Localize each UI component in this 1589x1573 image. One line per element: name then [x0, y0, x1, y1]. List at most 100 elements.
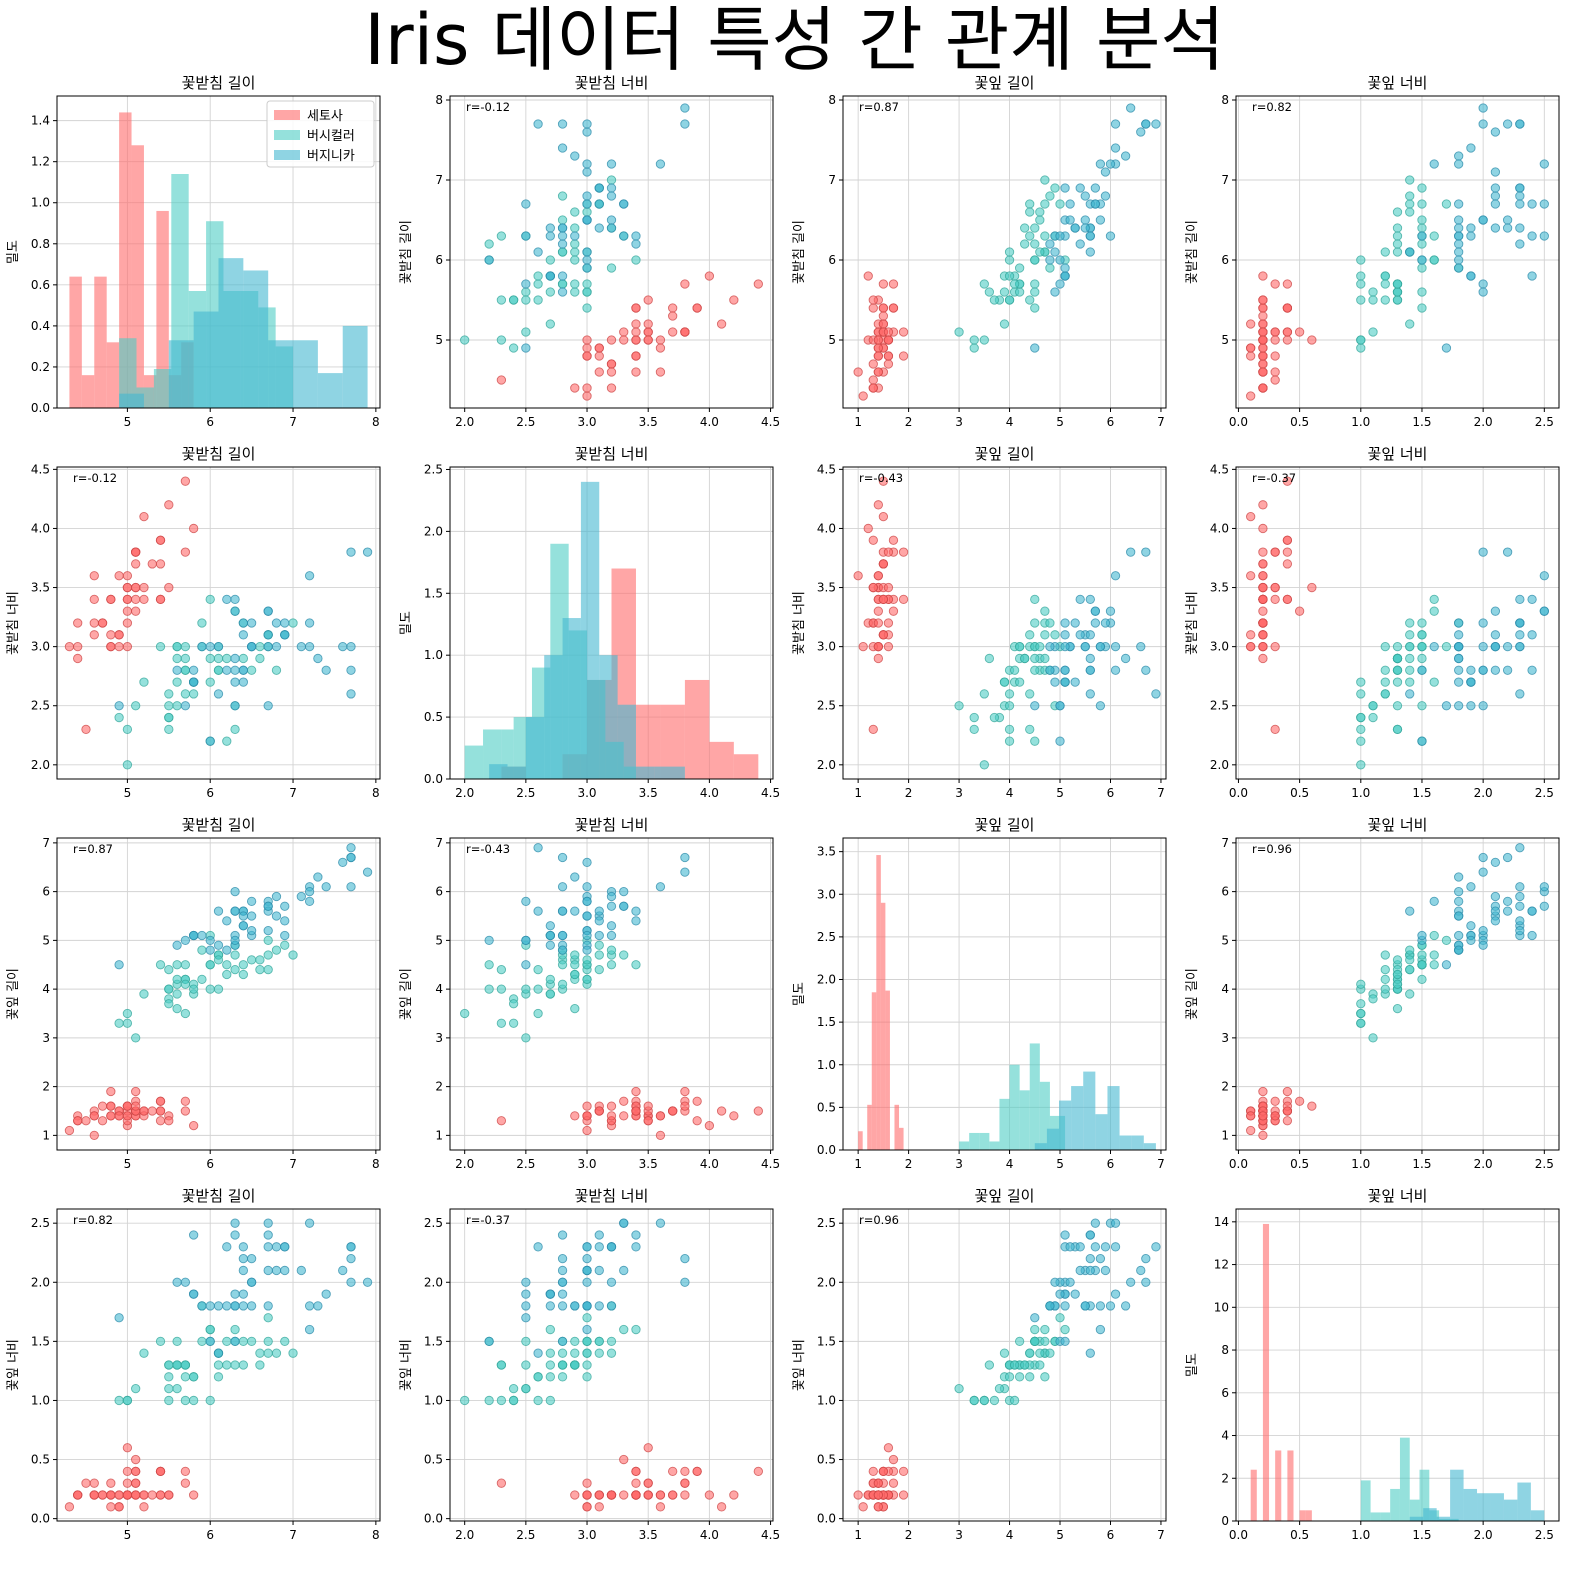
scatter-point-버시컬러 [1429, 930, 1439, 941]
scatter-point-버지니카 [1454, 701, 1464, 711]
y-tick-label: 5 [1221, 333, 1229, 347]
scatter-point-버지니카 [238, 677, 248, 687]
scatter-point-버지니카 [230, 665, 240, 675]
scatter-point-버지니카 [263, 630, 273, 640]
scatter-point-버지니카 [1105, 606, 1116, 616]
scatter-point-버지니카 [1100, 191, 1111, 201]
scatter-point-버시컬러 [1030, 1324, 1040, 1335]
scatter-point-세토사 [668, 1106, 678, 1116]
scatter-point-버시컬러 [1025, 1348, 1035, 1358]
legend-swatch-버지니카 [274, 150, 300, 160]
scatter-point-세토사 [97, 1116, 108, 1126]
scatter-point-버지니카 [213, 1348, 224, 1358]
scatter-point-버시컬러 [1035, 247, 1045, 257]
scatter-point-버지니카 [1490, 916, 1501, 926]
scatter-point-버시컬러 [619, 1324, 629, 1335]
scatter-point-버시컬러 [1380, 984, 1390, 994]
scatter-point-세토사 [680, 1086, 690, 1097]
histogram-bar-버시컬러 [979, 1132, 990, 1150]
histogram-bar-버시컬러 [1370, 1512, 1381, 1521]
y-tick-label: 3.5 [31, 581, 50, 595]
scatter-point-세토사 [122, 618, 133, 628]
scatter-point-세토사 [606, 359, 617, 369]
scatter-point-세토사 [878, 303, 889, 313]
scatter-point-세토사 [1270, 594, 1280, 605]
scatter-point-버지니카 [1502, 547, 1513, 557]
x-tick-label: 4.0 [700, 1157, 719, 1171]
scatter-point-버시컬러 [1380, 689, 1390, 699]
x-tick-label: 6 [1107, 415, 1115, 429]
scatter-point-버시컬러 [1429, 677, 1439, 687]
scatter-point-세토사 [873, 1502, 883, 1512]
scatter-point-버지니카 [1095, 159, 1106, 169]
subplot-title: 꽃잎 길이 [975, 445, 1035, 463]
scatter-point-버시컬러 [164, 1372, 174, 1382]
y-tick-label: 1.0 [31, 1393, 50, 1407]
scatter-point-버지니카 [1454, 677, 1464, 687]
scatter-point-버시컬러 [213, 984, 224, 994]
scatter-point-버지니카 [582, 1324, 592, 1335]
scatter-point-세토사 [1246, 319, 1256, 329]
scatter-point-버지니카 [1085, 1253, 1095, 1264]
scatter-point-버시컬러 [1025, 295, 1035, 305]
scatter-point-버시컬러 [570, 239, 580, 249]
plot-area [1246, 476, 1549, 770]
scatter-point-세토사 [1258, 630, 1268, 640]
scatter-point-버지니카 [680, 1277, 690, 1287]
scatter-point-버지니카 [1429, 896, 1439, 907]
scatter-point-버지니카 [1075, 239, 1085, 249]
y-tick-label: 1.5 [31, 1334, 50, 1348]
y-tick-label: 0.0 [817, 1143, 836, 1157]
scatter-point-버지니카 [1478, 547, 1488, 557]
scatter-point-버시컬러 [1405, 641, 1415, 652]
scatter-point-버지니카 [1030, 701, 1040, 711]
scatter-point-버시컬러 [164, 964, 174, 975]
scatter-point-버지니카 [1490, 641, 1501, 652]
y-tick-label: 7 [435, 836, 443, 850]
scatter-point-버시컬러 [230, 724, 240, 735]
scatter-point-버시컬러 [533, 1372, 543, 1382]
y-tick-label: 3.0 [1210, 640, 1229, 654]
scatter-point-버지니카 [1478, 641, 1488, 652]
scatter-point-세토사 [122, 1111, 133, 1121]
scatter-point-세토사 [1246, 571, 1256, 581]
scatter-point-세토사 [570, 383, 580, 393]
scatter-point-버지니카 [655, 1218, 666, 1228]
y-tick-label: 2 [1221, 1080, 1229, 1094]
y-axis-label: 꽃받침 너비 [6, 591, 21, 655]
scatter-point-버시컬러 [570, 287, 580, 297]
scatter-point-버시컬러 [496, 964, 507, 975]
scatter-point-버지니카 [521, 1277, 531, 1287]
scatter-point-버시컬러 [1030, 279, 1040, 289]
histogram-bar-세토사 [880, 902, 886, 1150]
scatter-point-버지니카 [1141, 665, 1151, 675]
scatter-point-버지니카 [582, 857, 592, 868]
scatter-point-버시컬러 [1392, 239, 1403, 249]
y-tick-label: 3 [435, 1031, 443, 1045]
scatter-point-버시컬러 [271, 945, 282, 955]
scatter-point-버시컬러 [969, 343, 979, 353]
scatter-point-세토사 [89, 571, 99, 581]
scatter-point-버시컬러 [521, 287, 531, 297]
x-tick-label: 2.5 [1535, 1528, 1554, 1542]
scatter-point-버지니카 [521, 1301, 531, 1311]
scatter-point-버지니카 [304, 1301, 315, 1311]
scatter-point-버시컬러 [1030, 1336, 1040, 1347]
scatter-point-세토사 [1270, 351, 1280, 361]
scatter-point-세토사 [729, 1490, 739, 1500]
scatter-point-버지니카 [1030, 343, 1040, 353]
scatter-point-버지니카 [631, 906, 641, 916]
correlation-label: r=-0.12 [73, 471, 117, 485]
scatter-point-버시컬러 [619, 950, 629, 960]
histogram-bar-버시컬러 [959, 1141, 970, 1150]
x-tick-label: 0.0 [1229, 1157, 1248, 1171]
scatter-point-세토사 [1246, 1111, 1256, 1121]
scatter-point-버시컬러 [1368, 295, 1378, 305]
scatter-point-버지니카 [338, 641, 348, 652]
scatter-point-버지니카 [1060, 1336, 1070, 1347]
x-tick-label: 1.0 [1351, 415, 1370, 429]
scatter-point-버지니카 [1429, 641, 1439, 652]
scatter-point-버시컬러 [1429, 594, 1439, 605]
scatter-point-세토사 [716, 319, 727, 329]
